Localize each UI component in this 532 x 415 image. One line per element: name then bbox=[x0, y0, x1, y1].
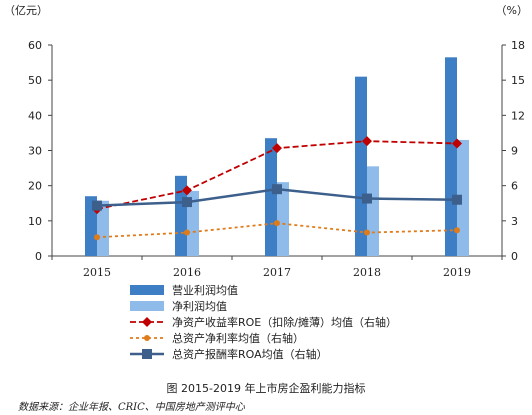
right-tick-label: 3 bbox=[511, 215, 518, 228]
left-tick-label: 60 bbox=[28, 39, 42, 52]
x-tick-label: 2018 bbox=[353, 266, 381, 279]
bar-operating-profit bbox=[175, 175, 187, 256]
bar-operating-profit bbox=[355, 76, 367, 257]
data-source-note: 数据来源：企业年报、CRIC、中国房地产测评中心 bbox=[18, 402, 245, 413]
right-tick-label: 6 bbox=[511, 180, 518, 193]
right-tick-label: 15 bbox=[511, 74, 525, 87]
point-marker bbox=[182, 185, 192, 196]
point-marker bbox=[144, 335, 150, 341]
legend-label: 总资产净利率均值（右轴） bbox=[172, 331, 304, 345]
point-marker bbox=[272, 143, 282, 154]
legend-label: 营业利润均值 bbox=[172, 283, 238, 297]
left-tick-label: 50 bbox=[28, 74, 42, 87]
point-marker bbox=[142, 349, 152, 359]
left-tick-label: 30 bbox=[28, 145, 42, 158]
bar-operating-profit bbox=[265, 138, 277, 256]
x-tick-label: 2016 bbox=[173, 266, 201, 279]
bar-net-profit bbox=[97, 200, 109, 256]
point-marker bbox=[362, 193, 372, 204]
left-axis-unit-label: （亿元） bbox=[4, 4, 48, 17]
point-marker bbox=[94, 234, 100, 241]
right-tick-label: 18 bbox=[511, 39, 525, 52]
left-tick-label: 40 bbox=[28, 109, 42, 122]
right-tick-label: 0 bbox=[511, 250, 518, 263]
bars bbox=[85, 57, 469, 257]
bar-operating-profit bbox=[445, 57, 457, 256]
bar-operating-profit bbox=[85, 196, 97, 256]
legend-label: 总资产报酬率ROA均值（右轴） bbox=[172, 347, 328, 361]
legend-label: 净利润均值 bbox=[172, 299, 227, 313]
bar-net-profit bbox=[457, 139, 469, 256]
right-tick-label: 9 bbox=[511, 145, 518, 158]
legend-swatch bbox=[130, 301, 164, 311]
legend-label: 净资产收益率ROE（扣除/摊薄）均值（右轴） bbox=[172, 315, 397, 329]
point-marker bbox=[364, 229, 370, 236]
left-tick-label: 20 bbox=[28, 180, 42, 193]
axes: 0 10 20 30 40 50 60 0 3 6 9 12 15 18 （亿元） （%） 2015 2016 20… bbox=[4, 4, 528, 279]
point-marker bbox=[454, 227, 460, 234]
point-marker bbox=[142, 317, 152, 327]
left-tick-label: 10 bbox=[28, 215, 42, 228]
lines bbox=[92, 136, 462, 241]
right-tick-label: 12 bbox=[511, 109, 525, 122]
bar-net-profit bbox=[277, 182, 289, 256]
x-tick-label: 2015 bbox=[83, 266, 111, 279]
left-tick-label: 0 bbox=[35, 250, 42, 263]
point-marker bbox=[92, 200, 102, 211]
chart-title: 图 2015-2019 年上市房企盈利能力指标 bbox=[166, 382, 366, 395]
bar-net-profit bbox=[187, 190, 199, 256]
point-marker bbox=[184, 229, 190, 236]
x-tick-label: 2019 bbox=[443, 266, 471, 279]
point-marker bbox=[182, 197, 192, 208]
point-marker bbox=[274, 220, 280, 227]
x-tick-label: 2017 bbox=[263, 266, 291, 279]
right-axis-unit-label: （%） bbox=[496, 4, 528, 17]
point-marker bbox=[362, 136, 372, 147]
bar-net-profit bbox=[367, 166, 379, 256]
point-marker bbox=[452, 194, 462, 205]
point-marker bbox=[452, 138, 462, 149]
point-marker bbox=[272, 184, 282, 195]
legend-swatch bbox=[130, 285, 164, 295]
